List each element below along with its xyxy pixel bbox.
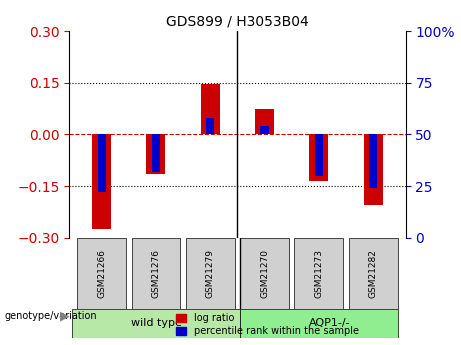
Text: wild type: wild type (130, 318, 182, 328)
Bar (260, 126, 269, 135)
FancyBboxPatch shape (240, 308, 397, 338)
Bar (369, 135, 377, 188)
FancyBboxPatch shape (72, 308, 240, 338)
Bar (206, 118, 214, 135)
Legend: log ratio, percentile rank within the sample: log ratio, percentile rank within the sa… (172, 309, 362, 340)
Title: GDS899 / H3053B04: GDS899 / H3053B04 (166, 14, 309, 29)
Bar (201, 85, 220, 135)
Bar (92, 135, 111, 229)
Bar (309, 135, 328, 181)
FancyBboxPatch shape (295, 238, 343, 308)
Text: AQP1-/-: AQP1-/- (309, 318, 350, 328)
FancyBboxPatch shape (186, 238, 235, 308)
FancyBboxPatch shape (131, 238, 180, 308)
FancyBboxPatch shape (240, 238, 289, 308)
Text: GSM21282: GSM21282 (369, 249, 378, 298)
Bar (152, 135, 160, 171)
Text: genotype/variation: genotype/variation (5, 311, 97, 321)
Text: GSM21270: GSM21270 (260, 249, 269, 298)
Bar (147, 135, 165, 174)
Text: GSM21276: GSM21276 (152, 249, 160, 298)
FancyBboxPatch shape (77, 238, 126, 308)
Text: GSM21266: GSM21266 (97, 249, 106, 298)
Text: GSM21279: GSM21279 (206, 249, 215, 298)
Bar (255, 109, 274, 135)
Text: ▶: ▶ (60, 309, 70, 322)
Text: GSM21273: GSM21273 (314, 249, 323, 298)
FancyBboxPatch shape (349, 238, 397, 308)
Bar (315, 135, 323, 176)
Bar (364, 135, 383, 205)
Bar (98, 135, 106, 192)
